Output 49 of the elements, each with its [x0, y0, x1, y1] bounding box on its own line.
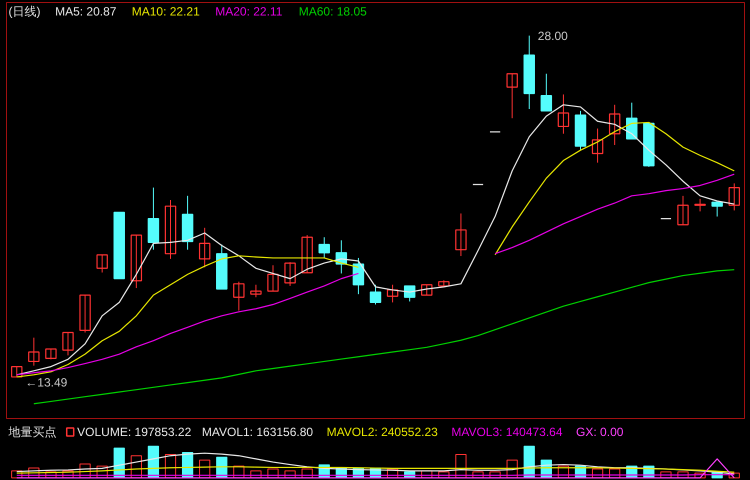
- candlestick: [45, 348, 57, 360]
- bar: [694, 472, 706, 478]
- candlestick: [250, 284, 262, 298]
- candlestick: [540, 73, 552, 112]
- candlestick: [62, 332, 74, 356]
- candlestick: [284, 262, 296, 286]
- candlestick: [267, 264, 279, 292]
- candlestick: [404, 285, 416, 302]
- candlestick: [130, 234, 142, 289]
- candlestick: [592, 128, 604, 164]
- candlestick: [558, 94, 570, 134]
- legend-label: VOLUME: 197853.22: [77, 424, 192, 439]
- candlestick: [301, 234, 313, 274]
- candlestick: [198, 227, 210, 268]
- chart-title: (日线): [8, 4, 40, 19]
- annotation: 28.00: [538, 29, 568, 44]
- candlestick: [148, 187, 160, 250]
- text: GX: 0.00: [576, 424, 624, 439]
- candlestick: [318, 236, 330, 258]
- candlestick: [352, 257, 364, 295]
- candlestick: [694, 198, 706, 212]
- candlestick: [455, 212, 467, 257]
- candlestick: [608, 104, 620, 146]
- text: MA5: 20.87: [55, 4, 117, 19]
- candlestick: [386, 284, 398, 303]
- candlestick: [421, 284, 432, 296]
- bar: [11, 470, 22, 478]
- text: MAVOL3: 140473.64: [451, 424, 563, 439]
- annotation: ←13.49: [25, 375, 68, 390]
- candlestick: [506, 73, 518, 119]
- candlestick: [11, 366, 22, 378]
- bar: [728, 472, 740, 478]
- bar: [455, 454, 467, 478]
- candlestick: [728, 182, 740, 211]
- candlestick: [96, 254, 108, 274]
- text: MA60: 18.05: [298, 4, 368, 19]
- candlestick: [79, 294, 91, 333]
- candlestick: [164, 200, 176, 260]
- candlestick: [370, 284, 382, 306]
- candlestick: [677, 195, 689, 226]
- series-label: MAVOL1: 163156.80: [202, 424, 314, 439]
- text: MA20: 22.11: [215, 4, 283, 19]
- text: MA10: 22.21: [132, 4, 200, 19]
- candlestick: [711, 202, 723, 218]
- candlestick: [28, 337, 40, 366]
- candlestick: [233, 281, 245, 312]
- text: MAVOL2: 240552.23: [326, 424, 438, 439]
- bar: [524, 446, 535, 478]
- chart-title: 地量买点: [7, 424, 56, 439]
